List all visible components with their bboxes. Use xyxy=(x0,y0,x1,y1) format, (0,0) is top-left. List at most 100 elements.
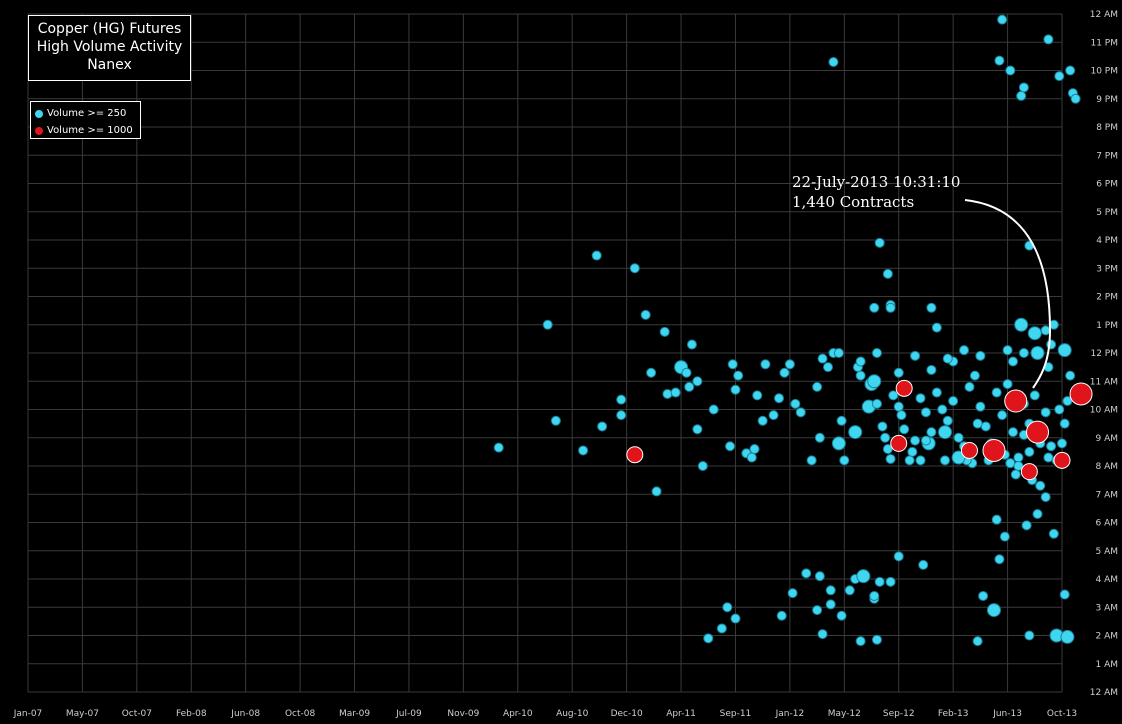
point-volume-250 xyxy=(591,250,602,261)
point-volume-250 xyxy=(1002,345,1013,356)
point-volume-250 xyxy=(814,432,825,443)
point-volume-250 xyxy=(986,603,1001,618)
point-volume-250 xyxy=(907,446,918,457)
point-volume-250 xyxy=(867,374,882,389)
point-volume-250 xyxy=(885,453,896,464)
point-volume-250 xyxy=(616,394,627,405)
point-volume-250 xyxy=(836,610,847,621)
x-tick-label: Oct-08 xyxy=(285,709,316,719)
point-volume-250 xyxy=(1021,520,1032,531)
point-volume-250 xyxy=(790,398,801,409)
point-volume-250 xyxy=(703,633,714,644)
y-tick-label: 11 PM xyxy=(1090,38,1118,48)
point-volume-250 xyxy=(686,339,697,350)
point-volume-1000 xyxy=(1020,463,1038,481)
x-tick-label: Jun-08 xyxy=(230,709,260,719)
point-volume-250 xyxy=(1027,326,1042,341)
annotation-arrow xyxy=(964,199,1052,389)
point-volume-250 xyxy=(880,432,891,443)
x-tick-label: Dec-10 xyxy=(611,709,643,719)
point-volume-250 xyxy=(716,623,727,634)
y-tick-label: 6 PM xyxy=(1096,180,1118,190)
point-volume-250 xyxy=(885,576,896,587)
point-volume-250 xyxy=(980,421,991,432)
y-tick-label: 12 PM xyxy=(1090,349,1118,359)
y-tick-label: 2 AM xyxy=(1095,632,1118,642)
point-volume-250 xyxy=(997,14,1008,25)
y-tick-label: 9 AM xyxy=(1095,434,1118,444)
point-volume-250 xyxy=(825,599,836,610)
point-volume-250 xyxy=(871,348,882,358)
chart-title-line-1: Copper (HG) Futures xyxy=(37,21,182,37)
point-volume-250 xyxy=(896,410,907,421)
point-volume-250 xyxy=(1062,396,1073,407)
point-volume-250 xyxy=(926,364,937,375)
y-tick-label: 5 PM xyxy=(1096,208,1118,218)
point-volume-1000 xyxy=(982,438,1006,462)
point-volume-1000 xyxy=(1053,451,1071,469)
legend-entry-large: Volume >= 1000 xyxy=(35,122,140,139)
point-volume-250 xyxy=(1008,356,1019,367)
point-volume-250 xyxy=(871,398,882,409)
x-tick-label: Apr-10 xyxy=(503,709,533,719)
legend-label-large: Volume >= 1000 xyxy=(47,125,133,136)
point-volume-250 xyxy=(926,427,937,438)
y-tick-label: 6 AM xyxy=(1095,519,1118,529)
point-volume-250 xyxy=(910,350,921,361)
point-volume-250 xyxy=(926,302,937,313)
chart-title-box: Copper (HG) Futures High Volume Activity… xyxy=(28,15,191,81)
point-volume-250 xyxy=(844,585,855,596)
point-volume-250 xyxy=(1048,528,1059,539)
point-volume-250 xyxy=(733,370,744,381)
y-tick-label: 7 PM xyxy=(1096,151,1118,161)
point-volume-250 xyxy=(918,559,929,570)
point-volume-250 xyxy=(1040,325,1051,336)
point-volume-250 xyxy=(752,390,763,401)
x-tick-label: Jan-12 xyxy=(775,709,805,719)
point-volume-250 xyxy=(1057,343,1072,358)
point-volume-250 xyxy=(692,376,703,387)
point-volume-250 xyxy=(839,455,850,466)
y-tick-label: 10 AM xyxy=(1090,406,1118,416)
point-volume-250 xyxy=(937,404,948,415)
point-volume-250 xyxy=(746,452,757,463)
point-volume-250 xyxy=(931,387,942,398)
point-volume-250 xyxy=(855,370,866,381)
legend: Volume >= 250 Volume >= 1000 xyxy=(30,101,141,139)
legend-entry-small: Volume >= 250 xyxy=(35,105,140,122)
point-volume-250 xyxy=(1030,346,1045,360)
point-volume-250 xyxy=(806,455,817,466)
point-volume-250 xyxy=(999,531,1010,542)
point-volume-250 xyxy=(877,421,888,432)
x-tick-label: Nov-09 xyxy=(447,709,479,719)
y-tick-label: 9 PM xyxy=(1096,95,1118,105)
point-volume-250 xyxy=(915,455,926,466)
y-tick-label: 8 AM xyxy=(1095,462,1118,472)
point-volume-250 xyxy=(1016,90,1027,101)
y-tick-label: 1 AM xyxy=(1095,660,1118,670)
point-volume-250 xyxy=(1002,379,1013,390)
point-volume-250 xyxy=(825,585,836,596)
point-volume-250 xyxy=(882,268,893,279)
point-volume-250 xyxy=(869,302,880,313)
point-volume-250 xyxy=(893,367,904,378)
annotation-line-1: 22-July-2013 10:31:10 xyxy=(792,173,961,191)
point-volume-250 xyxy=(684,381,695,392)
point-volume-250 xyxy=(1013,461,1024,471)
point-volume-250 xyxy=(708,404,719,415)
y-axis-tick-labels: 12 AM 1 AM 2 AM 3 AM 4 AM 5 AM 6 AM 7 AM 8 AM 9 A… xyxy=(1090,10,1118,698)
x-tick-label: Sep-12 xyxy=(883,709,915,719)
point-volume-250 xyxy=(856,569,871,584)
x-tick-label: Jan-07 xyxy=(13,709,43,719)
y-tick-label: 2 PM xyxy=(1096,293,1118,303)
point-volume-250 xyxy=(831,436,846,451)
point-volume-250 xyxy=(959,345,970,356)
point-volume-250 xyxy=(646,367,657,378)
x-tick-label: May-12 xyxy=(828,709,861,719)
point-volume-250 xyxy=(942,415,953,426)
y-tick-label: 5 AM xyxy=(1095,547,1118,557)
x-tick-label: Jul-09 xyxy=(395,709,422,719)
x-tick-label: Jun-13 xyxy=(992,709,1022,719)
grid-lines xyxy=(27,13,1063,693)
point-volume-250 xyxy=(616,410,627,421)
